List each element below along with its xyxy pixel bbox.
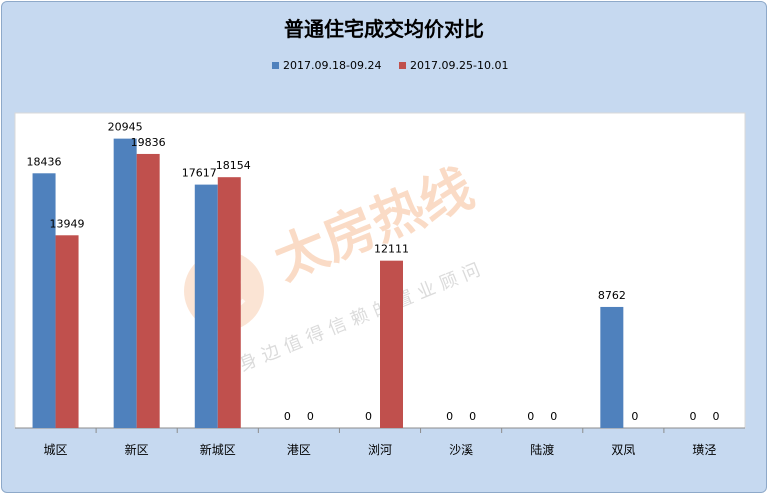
- x-tick-label: 双凤: [611, 443, 635, 457]
- data-label-series-2: 0: [307, 410, 314, 423]
- chart-title: 普通住宅成交均价对比: [284, 17, 484, 41]
- data-label-series-2: 12111: [374, 243, 409, 256]
- bar-series-2: [136, 153, 160, 428]
- data-label-series-2: 13949: [50, 217, 85, 230]
- data-label-series-1: 0: [689, 410, 696, 423]
- data-label-series-1: 0: [284, 410, 291, 423]
- x-tick-label: 新城区: [200, 442, 236, 457]
- bars-group: [32, 138, 624, 428]
- x-tick-label: 璜泾: [692, 443, 716, 457]
- x-tick-label: 港区: [287, 443, 311, 457]
- legend: 2017.09.18-09.24 2017.09.25-10.01: [272, 59, 508, 72]
- data-label-series-2: 0: [631, 410, 638, 423]
- x-tick-label: 陆渡: [530, 442, 554, 457]
- data-label-series-2: 0: [712, 410, 719, 423]
- bar-series-2: [380, 260, 403, 428]
- data-label-series-2: 0: [550, 410, 557, 423]
- data-label-series-1: 17617: [182, 167, 217, 180]
- data-label-series-2: 19836: [131, 136, 166, 149]
- bar-series-1: [194, 184, 218, 428]
- data-label-series-1: 0: [527, 410, 534, 423]
- legend-swatch-series-2: [399, 62, 406, 69]
- tick-labels-group: 城区 新区 新城区 港区 浏河 沙溪 陆渡 双凤 璜泾: [44, 442, 717, 457]
- bar-series-1: [600, 306, 624, 428]
- legend-swatch-series-1: [272, 62, 279, 69]
- bar-series-2: [217, 177, 241, 428]
- x-tick-label: 浏河: [368, 443, 392, 457]
- x-tick-label: 沙溪: [449, 443, 473, 457]
- data-label-series-1: 0: [446, 410, 453, 423]
- bar-series-2: [55, 235, 79, 428]
- data-label-series-2: 18154: [216, 159, 251, 172]
- x-tick-label: 城区: [44, 443, 68, 457]
- bar-series-1: [32, 173, 56, 428]
- data-label-series-1: 8762: [598, 289, 626, 302]
- data-label-series-1: 20945: [108, 121, 143, 134]
- bar-series-1: [113, 138, 137, 428]
- x-tick-label: 新区: [125, 442, 149, 457]
- legend-label-series-2: 2017.09.25-10.01: [410, 59, 508, 72]
- ticks-group: [95, 428, 665, 433]
- legend-label-series-1: 2017.09.18-09.24: [283, 59, 381, 72]
- data-label-series-1: 18436: [27, 155, 62, 168]
- data-label-series-2: 0: [469, 410, 476, 423]
- data-label-series-1: 0: [365, 410, 372, 423]
